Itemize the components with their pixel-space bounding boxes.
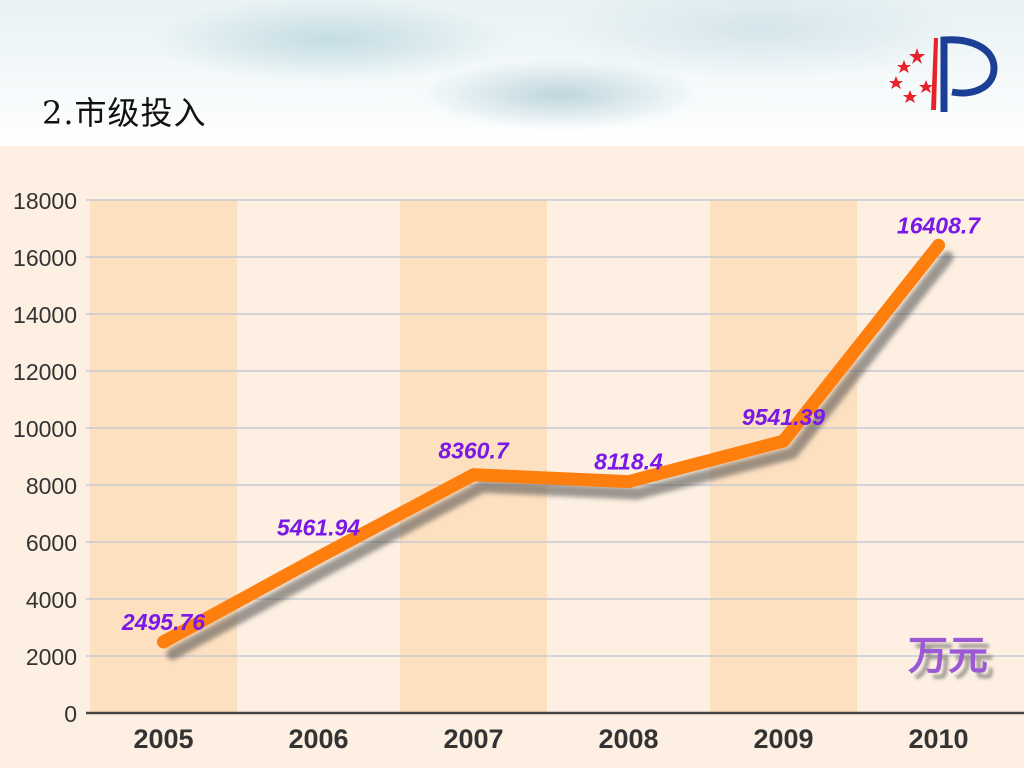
y-tick-label: 4000 xyxy=(26,587,77,613)
x-category-label: 2010 xyxy=(908,724,968,754)
category-band xyxy=(400,200,547,713)
x-category-label: 2008 xyxy=(598,724,658,754)
data-point xyxy=(622,475,635,489)
data-label: 16408.7 xyxy=(897,212,981,238)
x-category-label: 2009 xyxy=(753,724,813,754)
series-line-shadow xyxy=(166,251,954,660)
logo-letter-p xyxy=(940,36,998,112)
y-tick-label: 18000 xyxy=(13,188,77,214)
logo-star-4 xyxy=(903,90,917,103)
unit-label: 万元 xyxy=(908,633,988,679)
logo-star-2 xyxy=(897,60,911,73)
star-p-emblem-icon xyxy=(889,36,998,112)
data-label: 8360.7 xyxy=(438,438,510,464)
data-label: 9541.39 xyxy=(742,404,825,430)
y-tick-label: 10000 xyxy=(13,416,77,442)
y-tick-label: 6000 xyxy=(26,530,77,556)
slide-title: 2.市级投入 xyxy=(42,94,207,132)
y-tick-label: 12000 xyxy=(13,359,77,385)
data-point xyxy=(932,238,945,252)
data-label: 2495.76 xyxy=(121,609,205,635)
data-point xyxy=(312,550,325,564)
x-category-label: 2005 xyxy=(133,724,193,754)
category-band xyxy=(555,200,702,713)
data-point xyxy=(467,468,480,482)
y-tick-label: 8000 xyxy=(26,473,77,499)
data-label: 5461.94 xyxy=(277,514,360,540)
logo-star-3 xyxy=(889,76,903,89)
data-point xyxy=(157,635,170,649)
data-point xyxy=(777,434,790,448)
x-category-label: 2007 xyxy=(443,724,503,754)
line-chart: 0 2000 4000 6000 8000 10000 12000 14000 16000 180… xyxy=(0,146,1024,768)
y-tick-label: 2000 xyxy=(26,644,77,670)
series-line xyxy=(157,238,945,649)
y-tick-label: 14000 xyxy=(13,302,77,328)
y-tick-label: 16000 xyxy=(13,245,77,271)
category-band xyxy=(865,200,1012,713)
logo-star-5 xyxy=(919,80,933,93)
x-category-label: 2006 xyxy=(288,724,348,754)
unit-label-shadow: 万元 xyxy=(914,639,994,685)
data-label: 8118.4 xyxy=(594,449,663,475)
category-band xyxy=(245,200,392,713)
sky-banner xyxy=(0,0,1024,148)
logo-star-1 xyxy=(909,48,925,64)
y-tick-label: 0 xyxy=(64,701,77,727)
logo-red-stroke xyxy=(931,38,938,110)
